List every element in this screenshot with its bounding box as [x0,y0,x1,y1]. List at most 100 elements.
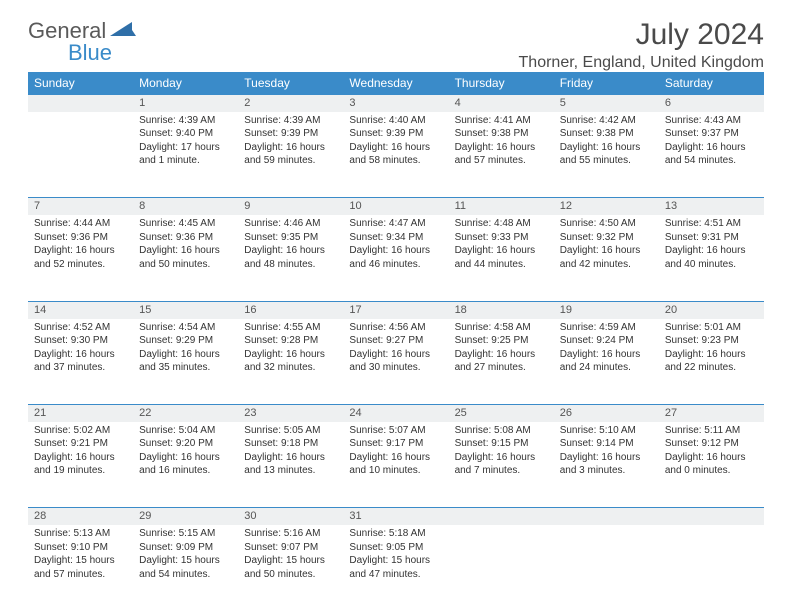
day-content-cell: Sunrise: 5:18 AMSunset: 9:05 PMDaylight:… [343,525,448,611]
daylight-line: Daylight: 16 hours and 54 minutes. [665,141,758,168]
day-number-cell: 22 [133,405,238,422]
day-content-cell: Sunrise: 4:44 AMSunset: 9:36 PMDaylight:… [28,215,133,301]
day-content-row: Sunrise: 5:02 AMSunset: 9:21 PMDaylight:… [28,422,764,508]
daylight-line: Daylight: 16 hours and 40 minutes. [665,244,758,271]
daylight-line: Daylight: 16 hours and 55 minutes. [560,141,653,168]
sunset-line: Sunset: 9:17 PM [349,437,442,451]
daylight-line: Daylight: 16 hours and 57 minutes. [455,141,548,168]
day-number-cell: 21 [28,405,133,422]
day-content-cell: Sunrise: 4:58 AMSunset: 9:25 PMDaylight:… [449,319,554,405]
day-content-cell: Sunrise: 4:46 AMSunset: 9:35 PMDaylight:… [238,215,343,301]
sunset-line: Sunset: 9:09 PM [139,541,232,555]
day-content-cell: Sunrise: 4:56 AMSunset: 9:27 PMDaylight:… [343,319,448,405]
sunrise-line: Sunrise: 5:05 AM [244,424,337,438]
daylight-line: Daylight: 15 hours and 54 minutes. [139,554,232,581]
day-number-cell: 6 [659,95,764,112]
sunset-line: Sunset: 9:14 PM [560,437,653,451]
weekday-header: Wednesday [343,72,448,95]
day-number-cell: 27 [659,405,764,422]
day-number-cell: 29 [133,508,238,525]
daylight-line: Daylight: 16 hours and 48 minutes. [244,244,337,271]
day-number-row: 28293031 [28,508,764,525]
day-content-cell: Sunrise: 5:01 AMSunset: 9:23 PMDaylight:… [659,319,764,405]
sunrise-line: Sunrise: 4:43 AM [665,114,758,128]
sunrise-line: Sunrise: 4:47 AM [349,217,442,231]
daylight-line: Daylight: 17 hours and 1 minute. [139,141,232,168]
daylight-line: Daylight: 16 hours and 0 minutes. [665,451,758,478]
sunrise-line: Sunrise: 4:54 AM [139,321,232,335]
sunrise-line: Sunrise: 5:16 AM [244,527,337,541]
logo-word-2: Blue [68,40,112,66]
day-number-cell: 20 [659,301,764,318]
day-content-row: Sunrise: 4:44 AMSunset: 9:36 PM Daylight:… [28,215,764,301]
sunset-line: Sunset: 9:27 PM [349,334,442,348]
day-number-cell: 10 [343,198,448,215]
day-content-row: Sunrise: 4:52 AMSunset: 9:30 PMDaylight:… [28,319,764,405]
sunrise-line: Sunrise: 4:41 AM [455,114,548,128]
day-number-cell: 23 [238,405,343,422]
sunset-line: Sunset: 9:36 PM [34,231,127,245]
daylight-line: Daylight: 15 hours and 47 minutes. [349,554,442,581]
sunrise-line: Sunrise: 5:02 AM [34,424,127,438]
daylight-line: Daylight: 16 hours and 32 minutes. [244,348,337,375]
weekday-header: Tuesday [238,72,343,95]
day-content-cell: Sunrise: 4:50 AMSunset: 9:32 PMDaylight:… [554,215,659,301]
sunset-line: Sunset: 9:29 PM [139,334,232,348]
daylight-line: Daylight: 16 hours and 27 minutes. [455,348,548,375]
daylight-line: Daylight: 16 hours and 44 minutes. [455,244,548,271]
sunrise-line: Sunrise: 4:58 AM [455,321,548,335]
day-number-cell: 31 [343,508,448,525]
sunset-line: Sunset: 9:24 PM [560,334,653,348]
day-number-cell: 5 [554,95,659,112]
sunrise-line: Sunrise: 5:13 AM [34,527,127,541]
daylight-line: Daylight: 16 hours and 42 minutes. [560,244,653,271]
sunrise-line: Sunrise: 4:46 AM [244,217,337,231]
day-number-cell: 3 [343,95,448,112]
day-number-cell: 8 [133,198,238,215]
day-number-cell: 25 [449,405,554,422]
sunset-line: Sunset: 9:25 PM [455,334,548,348]
day-content-row: Sunrise: 5:13 AMSunset: 9:10 PMDaylight:… [28,525,764,611]
sunrise-line: Sunrise: 5:07 AM [349,424,442,438]
daylight-line: Daylight: 15 hours and 57 minutes. [34,554,127,581]
location-text: Thorner, England, United Kingdom [519,54,764,72]
sunset-line: Sunset: 9:23 PM [665,334,758,348]
day-content-cell: Sunrise: 4:45 AMSunset: 9:36 PMDaylight:… [133,215,238,301]
day-number-cell: 13 [659,198,764,215]
sunrise-line: Sunrise: 4:39 AM [244,114,337,128]
daylight-line: Daylight: 16 hours and 58 minutes. [349,141,442,168]
daylight-line: Daylight: 16 hours and 35 minutes. [139,348,232,375]
daylight-line: Daylight: 16 hours and 37 minutes. [34,348,127,375]
daylight-line: Daylight: 16 hours and 24 minutes. [560,348,653,375]
sunrise-line: Sunrise: 4:50 AM [560,217,653,231]
header: General Blue July 2024 Thorner, England,… [0,0,792,64]
day-content-cell: Sunrise: 5:08 AMSunset: 9:15 PMDaylight:… [449,422,554,508]
sunset-line: Sunset: 9:31 PM [665,231,758,245]
day-number-cell: 11 [449,198,554,215]
sunrise-line: Sunrise: 4:55 AM [244,321,337,335]
day-content-cell: Sunrise: 5:10 AMSunset: 9:14 PMDaylight:… [554,422,659,508]
sunset-line: Sunset: 9:38 PM [560,127,653,141]
daylight-line: Daylight: 16 hours and 3 minutes. [560,451,653,478]
day-content-cell: Sunrise: 4:59 AMSunset: 9:24 PMDaylight:… [554,319,659,405]
weekday-header-row: SundayMondayTuesdayWednesdayThursdayFrid… [28,72,764,95]
day-number-row: 14151617181920 [28,301,764,318]
day-content-cell: Sunrise: 5:04 AMSunset: 9:20 PMDaylight:… [133,422,238,508]
day-content-cell: Sunrise: 4:39 AMSunset: 9:40 PMDaylight:… [133,112,238,198]
day-content-cell: Sunrise: 4:40 AMSunset: 9:39 PMDaylight:… [343,112,448,198]
sunrise-line: Sunrise: 4:44 AM [34,217,127,231]
day-content-cell [659,525,764,611]
sunrise-line: Sunrise: 4:59 AM [560,321,653,335]
sunset-line: Sunset: 9:37 PM [665,127,758,141]
day-number-cell: 28 [28,508,133,525]
day-content-cell: Sunrise: 5:13 AMSunset: 9:10 PMDaylight:… [28,525,133,611]
day-content-cell: Sunrise: 4:47 AMSunset: 9:34 PMDaylight:… [343,215,448,301]
day-content-cell: Sunrise: 4:55 AMSunset: 9:28 PMDaylight:… [238,319,343,405]
page-title: July 2024 [519,18,764,52]
day-number-cell: 14 [28,301,133,318]
sunrise-line: Sunrise: 4:45 AM [139,217,232,231]
daylight-line: Daylight: 16 hours and 7 minutes. [455,451,548,478]
day-content-cell: Sunrise: 4:48 AMSunset: 9:33 PMDaylight:… [449,215,554,301]
day-number-cell: 9 [238,198,343,215]
day-content-cell: Sunrise: 4:51 AMSunset: 9:31 PMDaylight:… [659,215,764,301]
